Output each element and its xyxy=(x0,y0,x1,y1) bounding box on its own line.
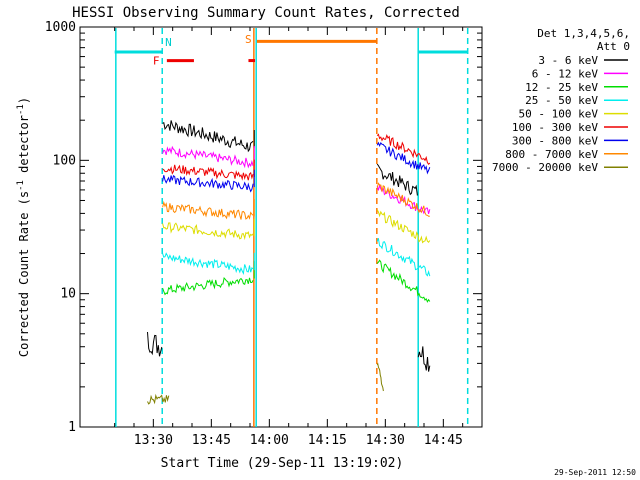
y-axis: 1 10 100 1000 xyxy=(45,20,482,435)
series-line-7 xyxy=(376,182,430,217)
legend-label-5: 100 - 300 keV xyxy=(512,121,598,134)
y-tick-label: 1000 xyxy=(45,20,76,35)
x-tick-label: 14:30 xyxy=(366,433,405,448)
legend-label-3: 25 - 50 keV xyxy=(525,94,598,107)
x-tick-label: 14:15 xyxy=(308,433,347,448)
series-line-5 xyxy=(376,133,431,165)
series-line-1 xyxy=(162,145,254,169)
series-line-0 xyxy=(147,331,163,357)
x-tick-label: 14:00 xyxy=(250,433,289,448)
legend-label-0: 3 - 6 keV xyxy=(538,54,598,67)
series-line-0 xyxy=(376,163,418,196)
y-axis-label: Corrected Count Rate (s-1 detector-1) xyxy=(16,97,31,357)
legend-label-7: 800 - 7000 keV xyxy=(505,148,598,161)
series-line-8 xyxy=(376,362,384,392)
flag-label-n: N xyxy=(165,36,172,49)
x-axis-label: Start Time (29-Sep-11 13:19:02) xyxy=(161,456,404,471)
legend-label-2: 12 - 25 keV xyxy=(525,81,598,94)
series-line-4 xyxy=(162,222,254,241)
flag-label-s: S xyxy=(245,33,252,46)
flag-label-f: F xyxy=(153,55,160,68)
legend-label-6: 300 - 800 keV xyxy=(512,134,598,147)
x-tick-label: 13:45 xyxy=(192,433,231,448)
series-line-5 xyxy=(162,164,254,181)
series-line-2 xyxy=(162,276,254,296)
series-line-7 xyxy=(162,200,254,220)
series-line-8 xyxy=(147,393,170,405)
legend-title-line2: Att 0 xyxy=(597,40,630,53)
plot-frame xyxy=(79,26,483,428)
series-line-6 xyxy=(376,141,431,175)
legend-label-8: 7000 - 20000 keV xyxy=(492,161,598,174)
y-tick-label: 1 xyxy=(68,420,76,435)
data-layer: FN S xyxy=(114,28,469,427)
legend-label-1: 6 - 12 keV xyxy=(532,67,599,80)
series-line-6 xyxy=(162,175,254,193)
series-line-3 xyxy=(162,252,254,276)
series-line-0 xyxy=(417,346,431,372)
y-tick-label: 100 xyxy=(53,153,76,168)
x-axis: 13:30 13:45 14:00 14:15 14:30 14:45 xyxy=(114,27,464,448)
legend-title-line1: Det 1,3,4,5,6, xyxy=(537,27,630,40)
chart-title: HESSI Observing Summary Count Rates, Cor… xyxy=(72,5,460,21)
legend-label-4: 50 - 100 keV xyxy=(519,108,599,121)
x-tick-label: 14:45 xyxy=(424,433,463,448)
series-line-4 xyxy=(376,209,431,244)
x-tick-label: 13:30 xyxy=(134,433,173,448)
y-tick-label: 10 xyxy=(60,287,76,302)
series-line-0 xyxy=(162,120,254,153)
footer-date: 29-Sep-2011 12:50 xyxy=(554,468,636,477)
series-line-3 xyxy=(376,238,431,277)
series-line-2 xyxy=(376,259,431,303)
